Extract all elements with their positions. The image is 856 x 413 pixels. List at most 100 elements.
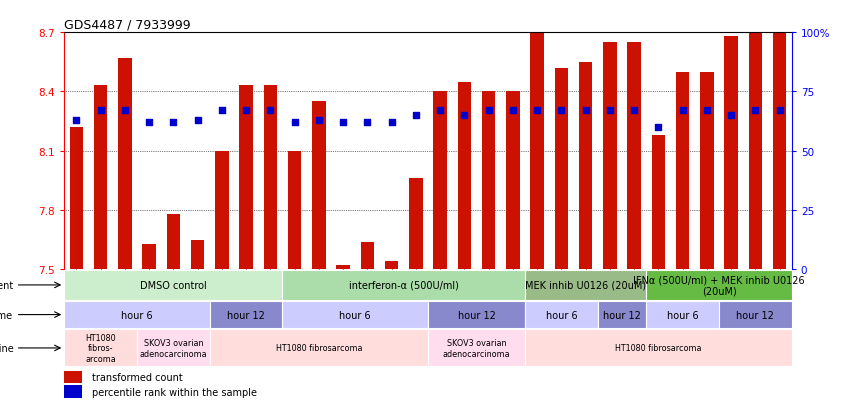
Text: time: time: [0, 310, 14, 320]
Text: hour 12: hour 12: [458, 310, 496, 320]
Bar: [719, 301, 792, 328]
Bar: [191, 240, 205, 270]
Bar: [428, 330, 525, 367]
Bar: [409, 179, 423, 270]
Point: [433, 108, 447, 114]
Point: [603, 108, 616, 114]
Text: hour 12: hour 12: [227, 310, 265, 320]
Point: [360, 120, 374, 126]
Point: [409, 113, 423, 119]
Text: interferon-α (500U/ml): interferon-α (500U/ml): [348, 280, 459, 290]
Text: SKOV3 ovarian
adenocarcinoma: SKOV3 ovarian adenocarcinoma: [140, 338, 207, 358]
Bar: [282, 271, 525, 300]
Point: [336, 120, 350, 126]
Point: [724, 113, 738, 119]
Text: cell line: cell line: [0, 343, 14, 353]
Point: [530, 108, 544, 114]
Bar: [506, 92, 520, 270]
Point: [555, 108, 568, 114]
Text: hour 12: hour 12: [603, 310, 641, 320]
Point: [748, 108, 763, 114]
Point: [676, 108, 690, 114]
Point: [166, 120, 180, 126]
Bar: [525, 301, 597, 328]
Text: hour 6: hour 6: [545, 310, 577, 320]
Point: [191, 117, 205, 124]
Text: GDS4487 / 7933999: GDS4487 / 7933999: [64, 19, 191, 32]
Point: [215, 108, 229, 114]
Text: SKOV3 ovarian
adenocarcinoma: SKOV3 ovarian adenocarcinoma: [443, 338, 510, 358]
Bar: [94, 86, 107, 270]
Point: [69, 117, 83, 124]
Point: [239, 108, 253, 114]
Bar: [525, 330, 792, 367]
Bar: [312, 102, 325, 270]
Bar: [433, 92, 447, 270]
Bar: [69, 128, 83, 270]
Point: [118, 108, 132, 114]
Text: HT1080 fibrosarcoma: HT1080 fibrosarcoma: [615, 344, 702, 353]
Bar: [603, 43, 616, 270]
Point: [506, 108, 520, 114]
Bar: [282, 301, 428, 328]
Point: [288, 120, 301, 126]
Bar: [264, 86, 277, 270]
Bar: [555, 69, 568, 270]
Point: [579, 108, 592, 114]
Bar: [597, 301, 646, 328]
Bar: [646, 271, 792, 300]
Text: HT1080 fibrosarcoma: HT1080 fibrosarcoma: [276, 344, 362, 353]
Point: [457, 113, 471, 119]
Bar: [288, 152, 301, 270]
Bar: [336, 266, 350, 270]
Bar: [64, 370, 82, 383]
Bar: [428, 301, 525, 328]
Bar: [64, 385, 82, 398]
Bar: [118, 59, 132, 270]
Bar: [773, 33, 787, 270]
Bar: [531, 33, 544, 270]
Bar: [210, 301, 282, 328]
Bar: [385, 262, 398, 270]
Bar: [210, 330, 428, 367]
Text: agent: agent: [0, 280, 14, 290]
Bar: [525, 271, 646, 300]
Bar: [167, 214, 180, 270]
Bar: [676, 73, 689, 270]
Bar: [142, 244, 156, 270]
Point: [651, 124, 665, 131]
Bar: [215, 152, 229, 270]
Text: hour 6: hour 6: [667, 310, 698, 320]
Bar: [137, 330, 210, 367]
Text: IFNα (500U/ml) + MEK inhib U0126
(20uM): IFNα (500U/ml) + MEK inhib U0126 (20uM): [633, 275, 805, 296]
Point: [93, 108, 108, 114]
Bar: [64, 330, 137, 367]
Bar: [646, 301, 719, 328]
Point: [627, 108, 641, 114]
Point: [773, 108, 787, 114]
Point: [700, 108, 714, 114]
Bar: [749, 33, 762, 270]
Bar: [627, 43, 641, 270]
Point: [384, 120, 398, 126]
Bar: [64, 301, 210, 328]
Bar: [360, 242, 374, 270]
Point: [142, 120, 156, 126]
Text: DMSO control: DMSO control: [140, 280, 206, 290]
Text: hour 6: hour 6: [340, 310, 371, 320]
Point: [264, 108, 277, 114]
Text: percentile rank within the sample: percentile rank within the sample: [92, 387, 257, 396]
Text: MEK inhib U0126 (20uM): MEK inhib U0126 (20uM): [525, 280, 646, 290]
Point: [482, 108, 496, 114]
Text: HT1080
fibros-
arcoma: HT1080 fibros- arcoma: [86, 333, 116, 363]
Text: hour 6: hour 6: [122, 310, 152, 320]
Bar: [651, 135, 665, 270]
Point: [312, 117, 325, 124]
Bar: [240, 86, 253, 270]
Text: transformed count: transformed count: [92, 372, 182, 382]
Bar: [700, 73, 714, 270]
Text: hour 12: hour 12: [736, 310, 775, 320]
Bar: [724, 37, 738, 270]
Bar: [579, 63, 592, 270]
Bar: [64, 271, 282, 300]
